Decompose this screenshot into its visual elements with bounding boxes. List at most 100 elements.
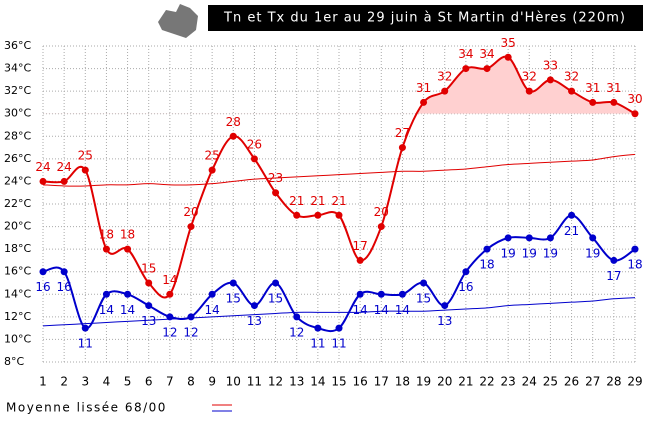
data-label: 14 xyxy=(162,273,177,287)
y-tick-label: 36°C xyxy=(4,39,31,52)
point xyxy=(525,87,533,95)
chart-title: Tn et Tx du 1er au 29 juin à St Martin d… xyxy=(223,11,626,26)
data-label: 23 xyxy=(268,171,283,185)
x-tick-label: 14 xyxy=(310,375,325,389)
x-tick-label: 29 xyxy=(627,375,642,389)
y-tick-label: 12°C xyxy=(4,310,31,323)
point xyxy=(483,65,491,73)
point xyxy=(335,324,343,332)
x-tick-label: 12 xyxy=(268,375,283,389)
data-label: 21 xyxy=(310,194,325,208)
point xyxy=(250,155,258,163)
data-label: 17 xyxy=(353,239,368,253)
point xyxy=(462,268,470,276)
x-tick-label: 20 xyxy=(437,375,452,389)
data-label: 11 xyxy=(310,337,325,351)
y-tick-label: 10°C xyxy=(4,332,31,345)
point xyxy=(589,234,597,242)
point xyxy=(124,290,132,298)
data-label: 19 xyxy=(501,246,516,260)
point xyxy=(568,87,576,95)
data-label: 21 xyxy=(564,224,579,238)
data-label: 25 xyxy=(78,149,93,163)
point xyxy=(272,279,280,287)
x-tick-label: 19 xyxy=(416,375,431,389)
data-label: 19 xyxy=(522,246,537,260)
data-label: 32 xyxy=(437,70,452,84)
x-tick-label: 9 xyxy=(208,375,216,389)
legend-label: Moyenne lissée 68/00 xyxy=(6,401,167,415)
data-label: 35 xyxy=(501,36,516,50)
point xyxy=(314,211,322,219)
data-label: 14 xyxy=(120,303,135,317)
data-label: 19 xyxy=(585,246,600,260)
y-tick-label: 18°C xyxy=(4,242,31,255)
data-label: 14 xyxy=(205,303,220,317)
data-label: 31 xyxy=(416,81,431,95)
point xyxy=(81,166,89,174)
data-label: 17 xyxy=(606,269,621,283)
data-label: 15 xyxy=(226,292,241,306)
point xyxy=(546,234,554,242)
y-tick-label: 28°C xyxy=(4,129,31,142)
data-label: 28 xyxy=(226,115,241,129)
x-tick-label: 8 xyxy=(187,375,195,389)
point xyxy=(420,279,428,287)
data-label: 18 xyxy=(120,228,135,242)
y-tick-label: 14°C xyxy=(4,287,31,300)
data-label: 34 xyxy=(458,47,473,61)
data-label: 24 xyxy=(57,160,72,174)
point xyxy=(420,98,428,106)
point xyxy=(314,324,322,332)
point xyxy=(272,189,280,197)
point xyxy=(356,256,364,264)
point xyxy=(441,87,449,95)
y-tick-label: 32°C xyxy=(4,84,31,97)
point xyxy=(293,313,301,321)
point xyxy=(102,245,110,253)
normal-line xyxy=(42,297,636,327)
title-box xyxy=(208,5,643,31)
data-label: 24 xyxy=(35,160,50,174)
data-label: 14 xyxy=(395,303,410,317)
data-label: 32 xyxy=(564,70,579,84)
point xyxy=(166,290,174,298)
data-label: 34 xyxy=(479,47,494,61)
data-label: 15 xyxy=(268,292,283,306)
x-tick-label: 13 xyxy=(289,375,304,389)
point xyxy=(441,302,449,310)
x-tick-label: 25 xyxy=(543,375,558,389)
data-label: 15 xyxy=(141,262,156,276)
point xyxy=(60,268,68,276)
data-label: 15 xyxy=(416,292,431,306)
x-tick-label: 26 xyxy=(564,375,579,389)
point xyxy=(377,290,385,298)
point xyxy=(631,245,639,253)
data-label: 12 xyxy=(289,325,304,339)
point xyxy=(145,279,153,287)
y-tick-label: 16°C xyxy=(4,265,31,278)
data-label: 27 xyxy=(395,126,410,140)
point xyxy=(398,290,406,298)
point xyxy=(229,132,237,140)
point xyxy=(546,76,554,84)
point xyxy=(610,98,618,106)
y-tick-label: 20°C xyxy=(4,220,31,233)
point xyxy=(81,324,89,332)
x-tick-label: 21 xyxy=(458,375,473,389)
x-tick-label: 17 xyxy=(374,375,389,389)
x-tick-label: 22 xyxy=(479,375,494,389)
data-label: 11 xyxy=(78,337,93,351)
x-tick-label: 3 xyxy=(81,375,89,389)
data-label: 21 xyxy=(331,194,346,208)
data-label: 12 xyxy=(162,325,177,339)
point xyxy=(145,302,153,310)
x-tick-label: 11 xyxy=(247,375,262,389)
x-tick-label: 15 xyxy=(331,375,346,389)
data-label: 16 xyxy=(458,280,473,294)
x-tick-label: 7 xyxy=(166,375,174,389)
point xyxy=(166,313,174,321)
y-tick-label: 26°C xyxy=(4,152,31,165)
data-label: 14 xyxy=(374,303,389,317)
point xyxy=(377,223,385,231)
